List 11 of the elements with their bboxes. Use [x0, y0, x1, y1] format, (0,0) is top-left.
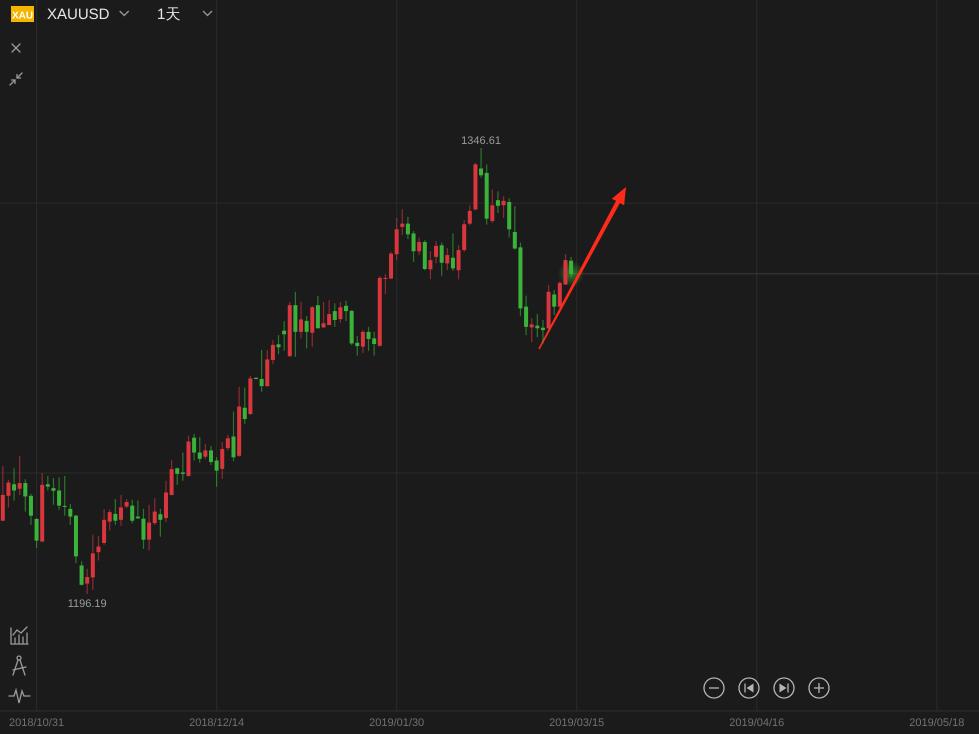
x-tick-label: 2019/01/30 — [369, 717, 424, 729]
x-tick-label: 2019/05/18 — [909, 717, 964, 729]
chart-title: XAUUSD — [47, 6, 110, 23]
annotation: 1196.19 — [68, 598, 107, 610]
x-tick-label: 2019/04/16 — [729, 717, 784, 729]
annotation: 1346.61 — [461, 135, 501, 147]
chart-subtitle: 1天 — [157, 6, 180, 23]
x-tick-label: 2018/10/31 — [9, 717, 64, 729]
x-tick-label: 2019/03/15 — [549, 717, 604, 729]
text: XAU — [12, 10, 34, 22]
x-tick-label: 2018/12/14 — [189, 717, 244, 729]
